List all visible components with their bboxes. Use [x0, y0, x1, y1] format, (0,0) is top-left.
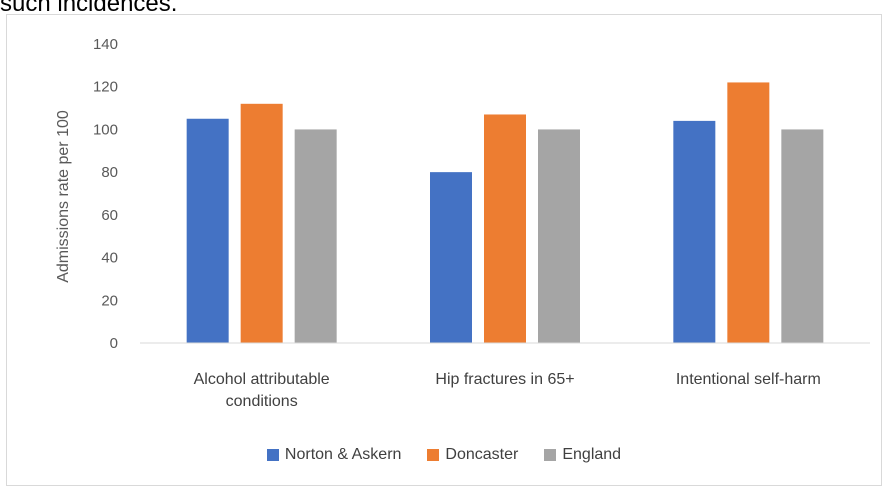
bar-2-0: [673, 120, 716, 343]
legend-label-england: England: [562, 446, 622, 463]
category-label-2-0: Intentional self-harm: [676, 371, 821, 388]
category-label-0-1: conditions: [226, 393, 298, 410]
y-tick-label-60: 60: [101, 207, 118, 224]
y-tick-label-40: 40: [101, 250, 118, 267]
bar-1-2: [538, 129, 580, 343]
y-axis-label: Admissions rate per 100: [55, 110, 72, 283]
bar-2-2: [781, 129, 824, 343]
legend-swatch-doncaster: [427, 449, 440, 461]
legend-item-norton: Norton & Askern: [266, 446, 402, 464]
bar-0-2: [294, 129, 337, 343]
legend-item-england: England: [544, 446, 621, 464]
legend-label-norton: Norton & Askern: [284, 446, 402, 463]
legend-swatch-england: [544, 449, 557, 461]
legend-label-doncaster: Doncaster: [445, 446, 519, 463]
y-tick-label-100: 100: [93, 121, 118, 138]
legend-swatch-norton: [266, 449, 279, 461]
bar-2-1: [727, 82, 770, 343]
y-tick-label-20: 20: [101, 292, 118, 309]
category-label-1-0: Hip fractures in 65+: [435, 371, 574, 388]
bar-1-1: [484, 114, 526, 343]
bar-1-0: [430, 172, 472, 343]
y-tick-label-120: 120: [93, 79, 118, 96]
bar-0-1: [240, 103, 283, 343]
legend: Norton & Askern Doncaster England: [0, 446, 888, 464]
bar-0-0: [186, 118, 229, 343]
heading-fragment: such incidences.: [0, 0, 178, 17]
y-tick-label-0: 0: [110, 335, 118, 352]
category-label-0-0: Alcohol attributable: [194, 371, 330, 388]
legend-item-doncaster: Doncaster: [427, 446, 518, 464]
y-tick-label-140: 140: [93, 36, 118, 53]
y-tick-label-80: 80: [101, 164, 118, 181]
